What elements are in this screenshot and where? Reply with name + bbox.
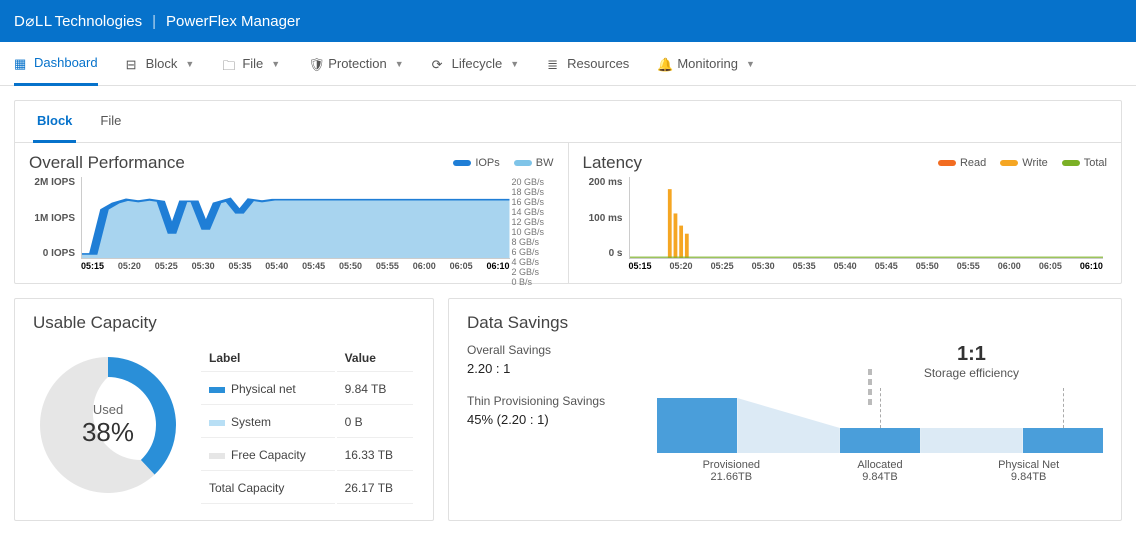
nav-protection[interactable]: 🛡Protection▼ [308,42,403,86]
chevron-down-icon: ▼ [271,59,280,69]
perf-yaxis-left: 2M IOPS1M IOPS0 IOPS [29,177,79,259]
usable-capacity-card: Usable Capacity Used 38% LabelValue Phys… [14,298,434,521]
nav-lifecycle[interactable]: ⟳Lifecycle▼ [432,42,520,86]
overall-performance-chart: Overall Performance IOPs BW 2M IOPS1M IOP… [15,143,569,283]
nav-dashboard[interactable]: ▦Dashboard [14,42,98,86]
thin-savings-label: Thin Provisioning Savings [467,394,637,408]
nav-icon: 🗀 [222,57,236,71]
perf-plot [81,177,510,259]
table-row: Physical net9.84 TB [201,374,413,405]
tab-block[interactable]: Block [33,101,76,143]
overall-savings-value: 2.20 : 1 [467,361,637,376]
nav-file[interactable]: 🗀File▼ [222,42,280,86]
savings-bar [657,398,737,453]
savings-funnel-chart: 1:1 Storage efficiency Provisioned21.66T… [657,343,1103,483]
legend-item: IOPs [453,157,499,169]
tab-row: Block File [15,101,1121,143]
donut-label: Used [82,402,134,417]
legend-item: Write [1000,157,1047,169]
nav-icon: 🔔 [657,57,671,71]
capacity-table: LabelValue Physical net9.84 TBSystem0 BF… [199,343,415,506]
chevron-down-icon: ▼ [510,59,519,69]
legend-item: Read [938,157,986,169]
donut-value: 38% [82,417,134,448]
perf-legend: IOPs BW [453,157,553,169]
chart-title: Latency [583,153,643,173]
card-title: Usable Capacity [33,313,415,333]
efficiency-ratio: 1:1 [880,343,1063,366]
legend-item: BW [514,157,554,169]
table-row: System0 B [201,407,413,438]
overall-savings-label: Overall Savings [467,343,637,357]
chevron-down-icon: ▼ [395,59,404,69]
nav-block[interactable]: ⊟Block▼ [126,42,195,86]
perf-yaxis-right: 20 GB/s18 GB/s16 GB/s14 GB/s12 GB/s10 GB… [512,177,554,259]
row-2: Usable Capacity Used 38% LabelValue Phys… [14,298,1122,521]
latency-yaxis: 200 ms100 ms0 s [583,177,627,259]
brand-app: PowerFlex Manager [166,13,300,30]
latency-plot [629,177,1104,259]
brand-tech: Technologies [55,13,143,30]
latency-xaxis: 05:1505:2005:2505:3005:3505:4005:4505:50… [629,261,1104,277]
card-title: Data Savings [467,313,1103,333]
content: Block File Overall Performance IOPs BW 2M … [0,86,1136,535]
table-row: Total Capacity26.17 TB [201,473,413,504]
latency-legend: Read Write Total [938,157,1107,169]
nav-icon: ⊟ [126,57,140,71]
chart-title: Overall Performance [29,153,185,173]
savings-bar [840,428,920,453]
nav-resources[interactable]: ≣Resources [547,42,629,86]
data-savings-card: Data Savings Overall Savings 2.20 : 1 Th… [448,298,1122,521]
savings-bar [1023,428,1103,453]
brand-separator: | [152,13,156,30]
legend-item: Total [1062,157,1107,169]
brand: D⌀LLTechnologies | PowerFlex Manager [14,12,300,30]
storage-efficiency: 1:1 Storage efficiency [880,343,1063,380]
nav-icon: ▦ [14,56,28,70]
capacity-donut: Used 38% [33,350,183,500]
nav-icon: ≣ [547,57,561,71]
chevron-down-icon: ▼ [185,59,194,69]
savings-metrics: Overall Savings 2.20 : 1 Thin Provisioni… [467,343,637,483]
chevron-down-icon: ▼ [746,59,755,69]
latency-chart: Latency Read Write Total 200 ms100 ms0 s 0… [569,143,1122,283]
tab-file[interactable]: File [96,101,125,142]
nav-monitoring[interactable]: 🔔Monitoring▼ [657,42,755,86]
efficiency-label: Storage efficiency [880,366,1063,380]
nav-icon: ⟳ [432,57,446,71]
charts-row: Overall Performance IOPs BW 2M IOPS1M IOP… [15,143,1121,283]
perf-xaxis: 05:1505:2005:2505:3005:3505:4005:4505:50… [81,261,510,277]
nav-bar: ▦Dashboard ⊟Block▼ 🗀File▼ 🛡Protection▼ ⟳Life… [0,42,1136,86]
thin-savings-value: 45% (2.20 : 1) [467,412,637,427]
brand-dell: D⌀LL [14,12,53,30]
table-row: Free Capacity16.33 TB [201,440,413,471]
performance-panel: Block File Overall Performance IOPs BW 2M … [14,100,1122,284]
nav-icon: 🛡 [308,57,322,71]
top-bar: D⌀LLTechnologies | PowerFlex Manager [0,0,1136,42]
